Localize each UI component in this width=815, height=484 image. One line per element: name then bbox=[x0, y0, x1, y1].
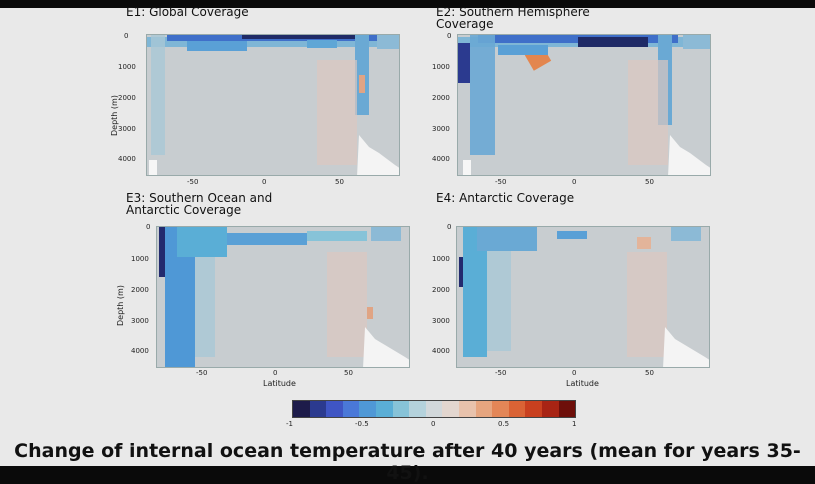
y-tick: 4000 bbox=[432, 155, 450, 163]
x-tick: 0 bbox=[572, 369, 577, 377]
x-axis-label-e3: Latitude bbox=[263, 379, 296, 388]
heatmap-plot-e1 bbox=[146, 34, 400, 176]
y-tick: 2000 bbox=[432, 94, 450, 102]
colorbar-swatch bbox=[475, 401, 493, 417]
heatmap-plot-e2 bbox=[457, 34, 711, 176]
y-tick: 4000 bbox=[131, 347, 149, 355]
colorbar-swatch bbox=[359, 401, 376, 417]
y-tick: 1000 bbox=[432, 255, 450, 263]
panel-title-e2: E2: Southern Hemisphere Coverage bbox=[436, 5, 590, 31]
y-tick: 1000 bbox=[131, 255, 149, 263]
x-tick: 0 bbox=[262, 178, 267, 186]
colorbar-tick: -1 bbox=[286, 420, 293, 428]
heatmap-e4 bbox=[457, 227, 709, 367]
heatmap-e2 bbox=[458, 35, 710, 175]
slide-caption: Change of internal ocean temperature aft… bbox=[14, 440, 801, 484]
x-tick: 50 bbox=[335, 178, 344, 186]
y-tick: 0 bbox=[447, 32, 452, 40]
x-axis-label-e4: Latitude bbox=[566, 379, 599, 388]
heatmap-e3 bbox=[157, 227, 409, 367]
colorbar-swatch bbox=[375, 401, 393, 417]
colorbar-swatch bbox=[442, 401, 459, 417]
colorbar-swatch bbox=[425, 401, 443, 417]
y-tick: 4000 bbox=[432, 347, 450, 355]
x-tick: 50 bbox=[344, 369, 353, 377]
x-tick: 50 bbox=[645, 369, 654, 377]
colorbar-swatch bbox=[541, 401, 559, 417]
colorbar-tick: 0 bbox=[431, 420, 436, 428]
colorbar-tick: 0.5 bbox=[498, 420, 510, 428]
colorbar-swatch bbox=[309, 401, 327, 417]
y-tick: 1000 bbox=[118, 63, 136, 71]
colorbar-swatch bbox=[492, 401, 509, 417]
x-tick: -50 bbox=[495, 178, 507, 186]
y-tick: 3000 bbox=[432, 317, 450, 325]
y-tick: 0 bbox=[124, 32, 129, 40]
panel-title-e1: E1: Global Coverage bbox=[126, 5, 249, 19]
colorbar-swatch bbox=[558, 401, 576, 417]
colorbar-tick: 1 bbox=[572, 420, 577, 428]
panel-title-e3: E3: Southern Ocean and Antarctic Coverag… bbox=[126, 191, 273, 217]
y-tick: 3000 bbox=[432, 125, 450, 133]
y-tick: 2000 bbox=[432, 286, 450, 294]
x-tick: 0 bbox=[273, 369, 278, 377]
colorbar bbox=[292, 400, 576, 418]
x-tick: -50 bbox=[495, 369, 507, 377]
x-tick: 50 bbox=[645, 178, 654, 186]
y-tick: 2000 bbox=[131, 286, 149, 294]
panel-title-e4: E4: Antarctic Coverage bbox=[436, 191, 575, 205]
colorbar-swatch bbox=[458, 401, 476, 417]
y-tick: 4000 bbox=[118, 155, 136, 163]
colorbar-swatch bbox=[409, 401, 426, 417]
y-tick: 3000 bbox=[131, 317, 149, 325]
y-tick: 1000 bbox=[432, 63, 450, 71]
colorbar-swatch bbox=[342, 401, 360, 417]
heatmap-plot-e3 bbox=[156, 226, 410, 368]
heatmap-plot-e4 bbox=[456, 226, 710, 368]
colorbar-swatch bbox=[508, 401, 526, 417]
slide: E1: Global Coverage Depth (m) 0 1000 200… bbox=[0, 5, 815, 484]
heatmap-e1 bbox=[147, 35, 399, 175]
x-tick: -50 bbox=[187, 178, 199, 186]
colorbar-tick: -0.5 bbox=[355, 420, 369, 428]
colorbar-swatch bbox=[525, 401, 542, 417]
colorbar-swatch bbox=[293, 401, 310, 417]
x-tick: -50 bbox=[196, 369, 208, 377]
x-tick: 0 bbox=[572, 178, 577, 186]
y-axis-label-e3: Depth (m) bbox=[116, 285, 125, 326]
colorbar-swatch bbox=[392, 401, 410, 417]
y-tick: 2000 bbox=[118, 94, 136, 102]
colorbar-swatch bbox=[326, 401, 343, 417]
y-tick: 0 bbox=[146, 223, 151, 231]
y-tick: 0 bbox=[447, 223, 452, 231]
y-tick: 3000 bbox=[118, 125, 136, 133]
